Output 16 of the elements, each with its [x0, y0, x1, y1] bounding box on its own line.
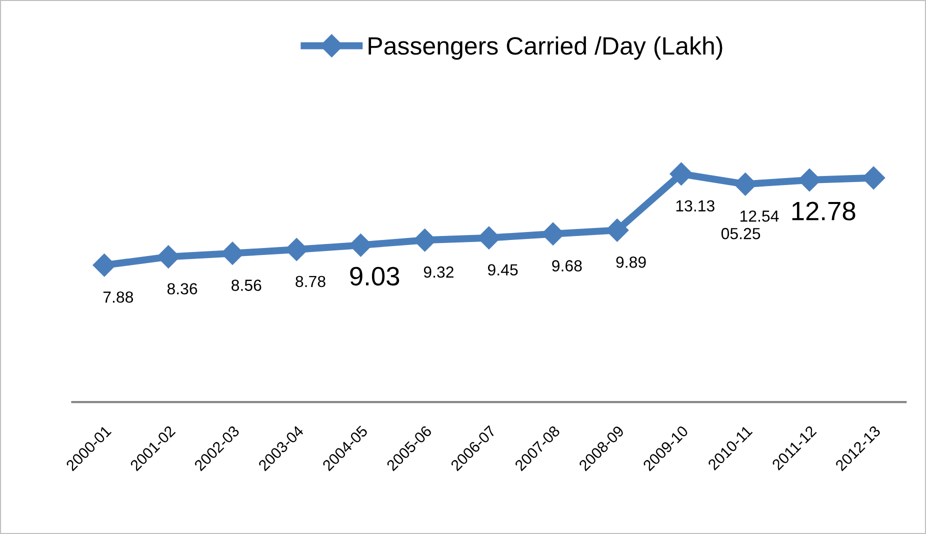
legend-label: Passengers Carried /Day (Lakh) — [368, 36, 722, 60]
data-label: 8.36 — [167, 283, 198, 294]
data-label: 13.13 — [676, 200, 714, 212]
data-label: 9.32 — [424, 266, 454, 278]
data-label: 9.89 — [616, 256, 646, 268]
data-label: 9.45 — [488, 264, 518, 276]
point — [670, 162, 693, 186]
data-label: 12.54 — [740, 210, 779, 222]
annotation: 05.25 — [721, 228, 760, 240]
data-label: 8.78 — [296, 276, 326, 288]
data-label: 12.78 — [792, 202, 856, 220]
data-label: 9.68 — [552, 260, 582, 272]
point — [92, 254, 116, 277]
data-label: 9.03 — [350, 266, 400, 286]
data-label: 8.56 — [232, 280, 262, 291]
data-label: 7.88 — [103, 291, 134, 303]
